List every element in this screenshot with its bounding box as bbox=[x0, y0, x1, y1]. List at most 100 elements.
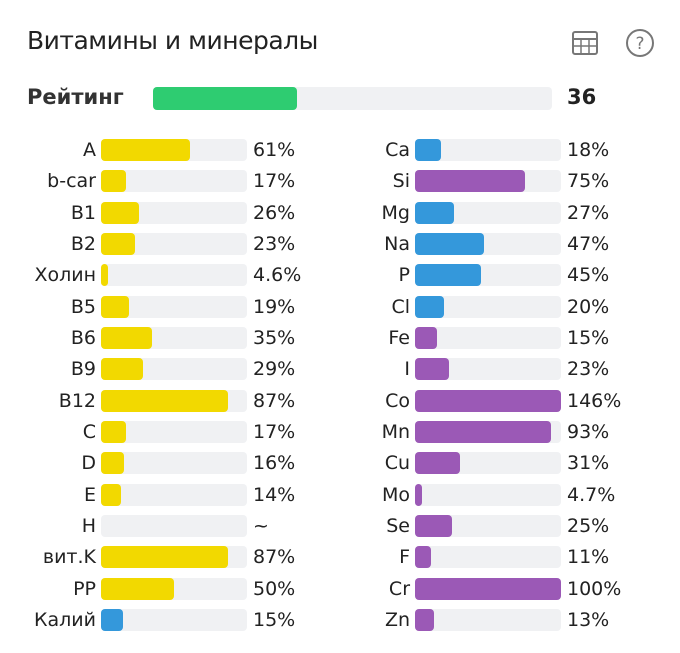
nutrient-bar-fill bbox=[101, 608, 123, 631]
nutrient-value: 16% bbox=[253, 452, 296, 475]
nutrient-row: B2 23% bbox=[0, 232, 680, 256]
nutrient-value: 31% bbox=[567, 452, 610, 475]
nutrient-row: B6 35% bbox=[0, 326, 680, 350]
nutrient-label: Fe bbox=[388, 326, 410, 349]
nutrient-bar-fill bbox=[101, 452, 125, 475]
nutrient-label: B1 bbox=[70, 201, 96, 224]
nutrient-label: Se bbox=[386, 514, 410, 537]
nutrient-bar bbox=[101, 139, 247, 161]
help-icon[interactable]: ? bbox=[625, 28, 655, 58]
nutrient-value: 4.6% bbox=[253, 264, 302, 287]
nutrient-bar bbox=[101, 483, 247, 506]
nutrient-bar bbox=[415, 514, 561, 537]
nutrient-row: вит.K 87% bbox=[0, 545, 680, 569]
nutrient-row: Cl 20% bbox=[0, 295, 680, 319]
nutrient-row: B9 29% bbox=[0, 357, 680, 381]
nutrient-value: 87% bbox=[253, 389, 296, 412]
nutrient-value: 13% bbox=[567, 608, 610, 631]
nutrient-label: D bbox=[81, 452, 96, 475]
nutrient-value: 45% bbox=[567, 264, 610, 287]
nutrient-label: Mo bbox=[381, 483, 410, 506]
nutrient-label: B2 bbox=[70, 232, 96, 255]
nutrient-label: Ca bbox=[385, 139, 410, 161]
nutrient-label: C bbox=[82, 420, 96, 443]
nutrient-bar bbox=[101, 452, 247, 475]
nutrient-row: PP 50% bbox=[0, 577, 680, 601]
nutrient-bar-fill bbox=[101, 420, 126, 443]
nutrient-bar bbox=[101, 232, 247, 255]
nutrient-label: Co bbox=[385, 389, 410, 412]
nutrient-row: P 45% bbox=[0, 263, 680, 287]
nutrient-value: 47% bbox=[567, 232, 610, 255]
nutrient-value: 146% bbox=[567, 389, 622, 412]
nutrient-bar bbox=[101, 546, 247, 569]
nutrient-bar bbox=[101, 608, 247, 631]
nutrient-bar bbox=[101, 420, 247, 443]
nutrient-label: B12 bbox=[58, 389, 96, 412]
nutrient-bar bbox=[415, 358, 561, 381]
nutrient-label: Zn bbox=[384, 608, 410, 631]
nutrient-bar-fill bbox=[101, 577, 174, 600]
nutrient-value: 19% bbox=[253, 295, 296, 318]
nutrient-bar-fill bbox=[415, 232, 484, 255]
nutrient-bar-fill bbox=[415, 358, 449, 381]
rating-value: 36 bbox=[567, 85, 597, 109]
svg-text:?: ? bbox=[635, 34, 644, 54]
nutrient-label: A bbox=[83, 139, 96, 161]
nutrient-bar-fill bbox=[415, 139, 442, 161]
nutrient-bar bbox=[101, 389, 247, 412]
nutrient-bar bbox=[415, 546, 561, 569]
nutrient-row: A 61% bbox=[0, 138, 680, 162]
page-title: Витамины и минералы bbox=[27, 26, 318, 55]
nutrient-label: P bbox=[398, 264, 410, 287]
nutrient-row: Холин 4.6% bbox=[0, 263, 680, 287]
nutrient-label: I bbox=[404, 358, 410, 381]
nutrient-label: b-car bbox=[47, 170, 96, 193]
nutrient-bar bbox=[101, 264, 247, 287]
nutrient-label: Cr bbox=[388, 577, 410, 600]
nutrient-label: B5 bbox=[70, 295, 96, 318]
nutrient-row: Калий 15% bbox=[0, 608, 680, 632]
nutrient-value: 50% bbox=[253, 577, 296, 600]
nutrient-label: F bbox=[399, 546, 410, 569]
nutrient-bar bbox=[415, 170, 561, 193]
nutrient-bar-fill bbox=[101, 546, 229, 569]
nutrient-row: Co 146% bbox=[0, 389, 680, 413]
nutrient-row: Si 75% bbox=[0, 169, 680, 193]
nutrient-row: H ~ bbox=[0, 514, 680, 538]
nutrient-value: 26% bbox=[253, 201, 296, 224]
nutrient-label: Na bbox=[384, 232, 410, 255]
nutrient-bar-fill bbox=[415, 201, 455, 224]
nutrient-bar bbox=[101, 295, 247, 318]
nutrient-value: 11% bbox=[567, 546, 610, 569]
nutrient-bar bbox=[101, 358, 247, 381]
nutrient-row: I 23% bbox=[0, 357, 680, 381]
nutrient-row: B5 19% bbox=[0, 295, 680, 319]
nutrient-row: Zn 13% bbox=[0, 608, 680, 632]
nutrient-bar-fill bbox=[101, 232, 135, 255]
nutrient-bar-fill bbox=[101, 201, 139, 224]
nutrient-bar bbox=[415, 452, 561, 475]
nutrient-label: Mn bbox=[381, 420, 410, 443]
nutrient-label: PP bbox=[73, 577, 96, 600]
nutrient-value: 20% bbox=[567, 295, 610, 318]
nutrient-value: 23% bbox=[567, 358, 610, 381]
nutrient-value: 14% bbox=[253, 483, 296, 506]
table-icon[interactable] bbox=[570, 28, 600, 58]
nutrient-bar-fill bbox=[101, 326, 153, 349]
nutrient-bar bbox=[415, 608, 561, 631]
nutrient-label: Холин bbox=[34, 264, 96, 287]
nutrient-value: 17% bbox=[253, 170, 296, 193]
nutrient-bar bbox=[415, 326, 561, 349]
nutrient-row: Se 25% bbox=[0, 514, 680, 538]
nutrient-bar bbox=[101, 577, 247, 600]
nutrient-bar bbox=[101, 201, 247, 224]
nutrient-value: 35% bbox=[253, 326, 296, 349]
nutrient-row: Ca 18% bbox=[0, 138, 680, 162]
nutrient-label: вит.K bbox=[42, 546, 96, 569]
nutrient-value: 4.7% bbox=[567, 483, 616, 506]
nutrient-bar-fill bbox=[415, 608, 434, 631]
nutrient-value: 100% bbox=[567, 577, 622, 600]
nutrient-value: 75% bbox=[567, 170, 610, 193]
nutrient-row: B12 87% bbox=[0, 389, 680, 413]
